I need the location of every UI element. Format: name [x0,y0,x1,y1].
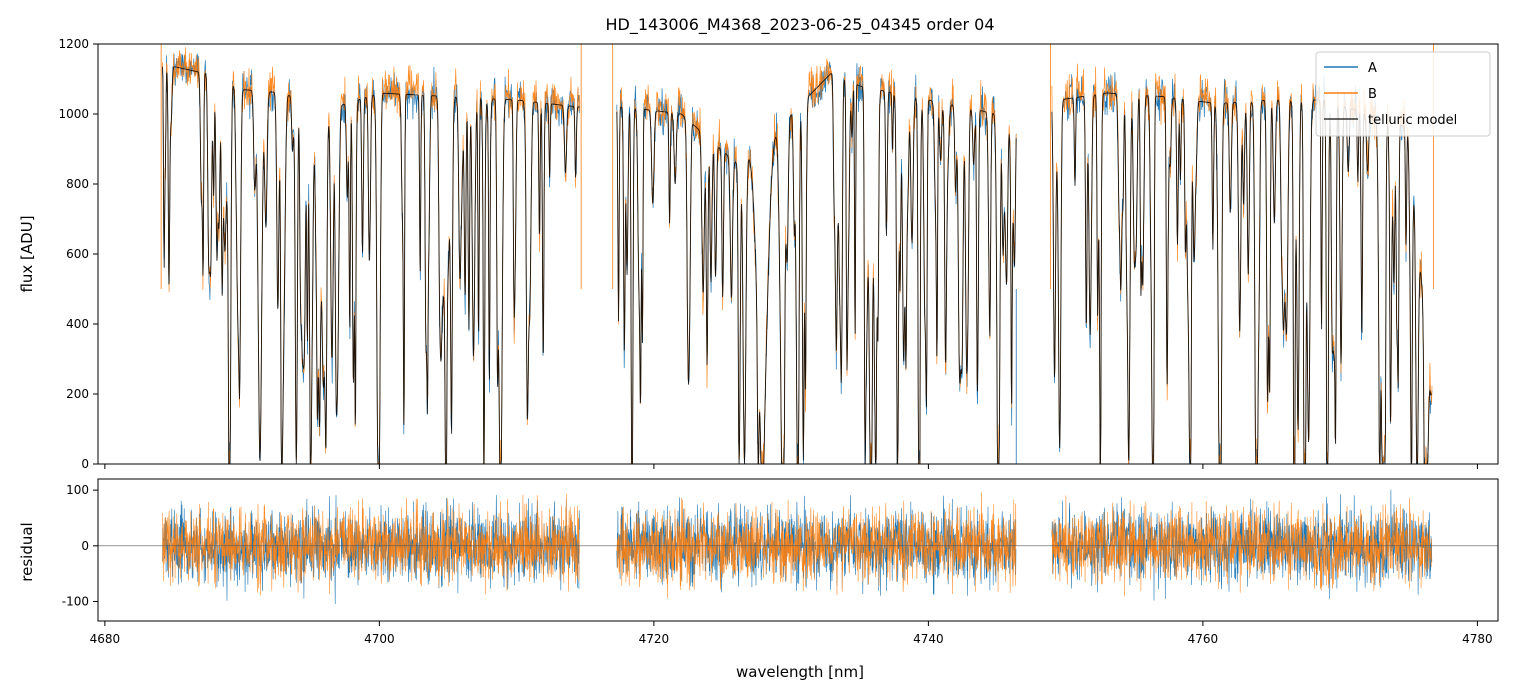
telluric-model-line-segment-1 [162,66,580,464]
spectrum-y-tick-label: 1000 [58,107,89,121]
spectrum-panel: 0 200 400 600 800 1000 1200 flux [ADU] A B tel… [18,37,1499,471]
spectrum-y-tick-label: 200 [66,387,89,401]
residual-y-tick-label: 100 [66,483,89,497]
residual-x-tick-label: 4780 [1462,632,1493,646]
residual-x-tick-label: 4720 [639,632,670,646]
residual-x-tick-label: 4740 [913,632,944,646]
legend-label-telluric: telluric model [1368,113,1457,128]
spectrum-y-axis-label: flux [ADU] [18,215,36,292]
spectrum-x-axis [104,464,1478,469]
residual-b-line-segment-1 [162,493,580,596]
spectrum-y-tick-label: 1200 [58,37,89,51]
residual-plot-frame [97,478,1499,622]
spectrum-y-tick-label: 800 [66,177,89,191]
residual-x-tick-label: 4760 [1188,632,1219,646]
spectrum-y-tick-label: 600 [66,247,89,261]
spectrum-y-tick-label: 400 [66,317,89,331]
spectrum-y-tick-label: 0 [81,457,89,471]
residual-y-axis-label: residual [18,522,36,581]
residual-series-group [98,489,1498,605]
residual-y-tick-label: -100 [62,595,89,609]
residual-x-axis: 4680 4700 4720 4740 4760 4780 [90,621,1493,646]
legend-frame [1315,51,1491,137]
series-b-line-segment-3 [1051,63,1433,464]
residual-b-line-segment-2 [616,492,1017,599]
spectrum-y-axis: 0 200 400 600 800 1000 1200 [58,37,98,471]
residual-x-tick-label: 4700 [364,632,395,646]
legend-label-b: B [1368,87,1377,102]
chart-title: HD_143006_M4368_2023-06-25_04345 order 0… [605,15,994,35]
residual-y-tick-label: 0 [81,539,89,553]
legend: A B telluric model [1315,51,1491,137]
residual-x-tick-label: 4680 [90,632,121,646]
residual-y-axis: -100 0 100 [62,483,98,609]
residual-panel: -100 0 100 4680 4700 4720 4740 4760 4780 residu… [18,478,1499,681]
spectrum-series-group [160,44,1434,464]
residual-b-line-segment-3 [1051,495,1433,597]
x-axis-label: wavelength [nm] [736,663,864,681]
telluric-model-line-segment-3 [1051,92,1433,464]
telluric-model-line-segment-2 [616,73,1017,464]
legend-label-a: A [1368,61,1377,76]
